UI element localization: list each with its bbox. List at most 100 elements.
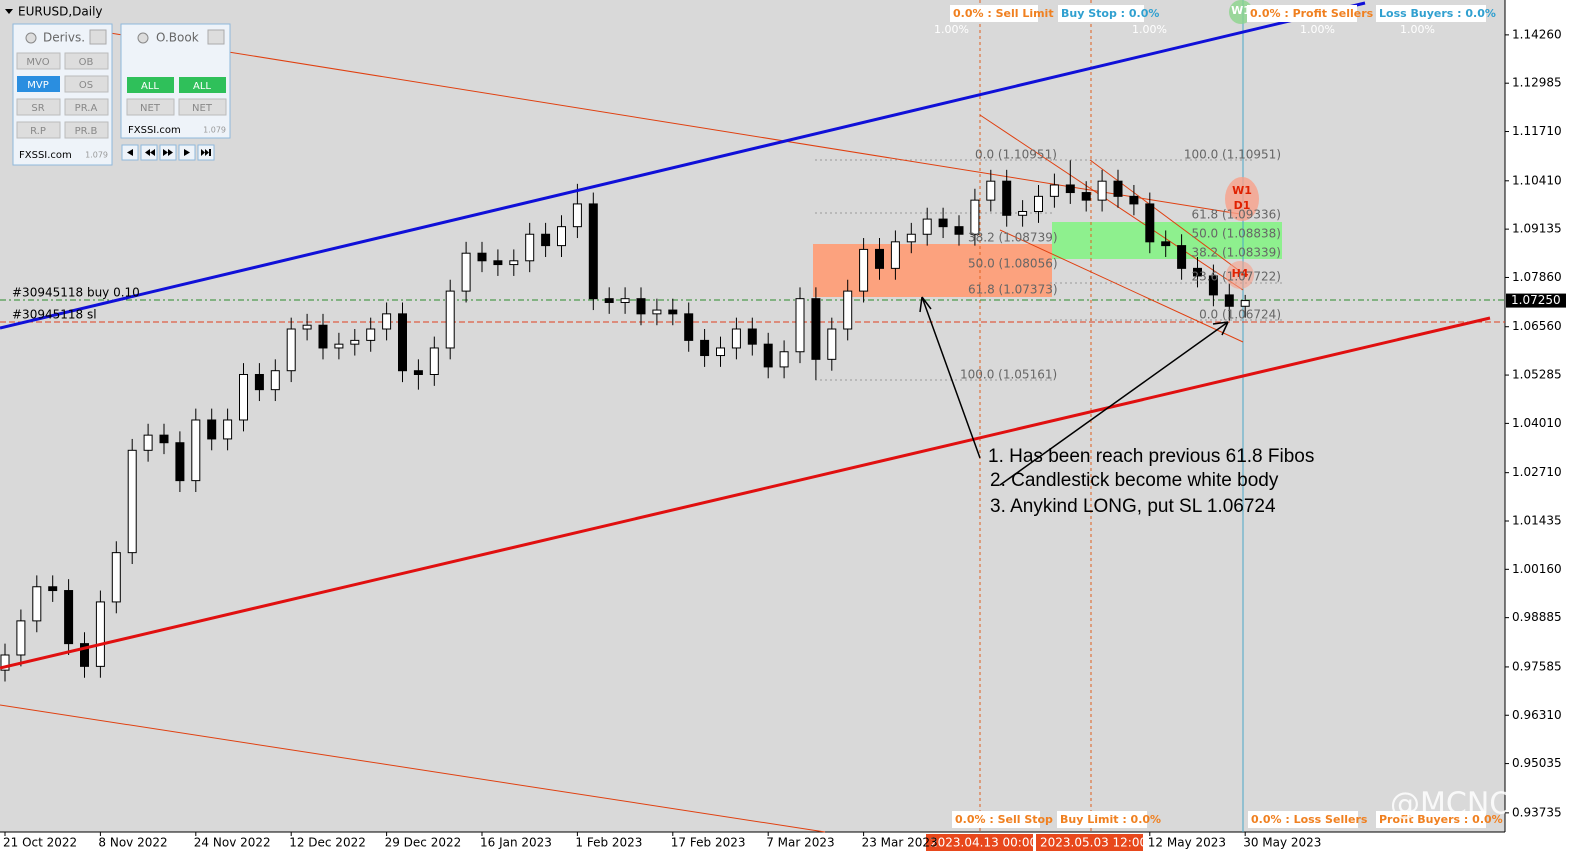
y-tick-label: 1.12985 [1512, 76, 1562, 90]
button-label: PR.B [75, 126, 98, 137]
candle-body [938, 218, 948, 228]
button[interactable] [64, 121, 109, 139]
candle-body [0, 654, 10, 671]
candle-body [572, 203, 582, 228]
note: 3. Anykind LONG, put SL 1.06724 [990, 496, 1276, 517]
candle-body [1193, 267, 1202, 277]
top-label: 1.00% [934, 23, 969, 36]
trend-line [0, 704, 826, 833]
candle-body [890, 241, 900, 269]
x-tick-label: 29 Dec 2022 [385, 836, 462, 850]
x-tick-label: 12 Dec 2022 [289, 836, 366, 850]
candle-body [1065, 184, 1075, 194]
version: 1.079 [203, 126, 226, 135]
button-label: NET [140, 103, 161, 114]
top-label: 1.00% [1300, 23, 1335, 36]
candle-body [477, 252, 487, 262]
radio[interactable] [25, 32, 37, 44]
candle-body [1145, 203, 1155, 243]
price-tag [1506, 293, 1566, 308]
y-tick-label: 1.06560 [1512, 319, 1562, 333]
candle-body [827, 328, 837, 360]
bottom-label: Buy Limit : 0.0% [1060, 813, 1161, 826]
badge [1226, 261, 1254, 289]
button[interactable] [178, 98, 227, 116]
radio[interactable] [137, 32, 149, 44]
button[interactable] [16, 121, 61, 139]
minimize[interactable] [89, 29, 107, 45]
candle-body [811, 298, 821, 360]
nav-icon [184, 149, 190, 156]
top-label: 0.0% : Profit Sellers [1250, 7, 1374, 20]
y-tick-label: 0.95035 [1512, 756, 1562, 770]
candle-body [111, 552, 121, 603]
candle-body [350, 339, 360, 345]
candle-body [143, 434, 153, 451]
brand: FXSSI.com [19, 150, 72, 161]
y-tick-label: 1.04010 [1512, 416, 1562, 430]
fibo-label: 100.0 (1.10951) [1184, 148, 1281, 162]
candle-body [604, 298, 614, 303]
fibo-label: 50.0 (1.08056) [968, 257, 1058, 271]
candle-body [1208, 275, 1218, 296]
candle-body [413, 370, 423, 375]
badge-label: D1 [1234, 199, 1251, 212]
candle-body [684, 313, 694, 341]
x-tick-label: 7 Mar 2023 [766, 836, 834, 850]
bottom-label: 0.0% : Sell Stop [955, 813, 1053, 826]
candle-body [700, 339, 710, 357]
fibo-label: 0.0 (1.06724) [1199, 308, 1281, 322]
price-tag-label: 1.07250 [1511, 293, 1561, 307]
candle-body [1018, 211, 1028, 216]
button[interactable] [179, 77, 226, 93]
chart-title: EURUSD,Daily [18, 5, 103, 19]
y-tick-label: 0.98885 [1512, 610, 1562, 624]
button[interactable] [126, 98, 175, 116]
fibo-label: 38.2 (1.08739) [968, 231, 1058, 245]
candle-body [32, 586, 42, 622]
button[interactable] [16, 52, 61, 70]
button-label: MVP [27, 80, 49, 91]
candle-body [1049, 184, 1059, 197]
version: 1.079 [85, 151, 108, 160]
candle-body [159, 434, 169, 444]
top-labels: 0.0% : Sell Limit 1.00% Buy Stop : 0.0% … [934, 5, 1496, 36]
button[interactable] [64, 98, 109, 116]
top-label: Buy Stop : 0.0% [1061, 7, 1159, 20]
nav-icon [145, 149, 155, 156]
candle-body [954, 226, 964, 235]
button-label: PR.A [75, 103, 98, 114]
x-tick-label: 12 May 2023 [1148, 836, 1226, 850]
candle-body [970, 199, 980, 235]
y-tick-label: 0.97585 [1512, 659, 1562, 673]
button[interactable] [17, 76, 60, 92]
obook-panel: O.Book ALL ALL NET NET FXSSI.com 1.079 [120, 23, 231, 161]
candle-body [731, 328, 741, 349]
candle-body [763, 343, 773, 368]
bottom-labels: 0.0% : Sell Stop Buy Limit : 0.0% 0.0% :… [952, 811, 1503, 828]
button[interactable] [127, 77, 174, 93]
candle-body [445, 290, 455, 349]
channel-line [979, 114, 1244, 291]
button[interactable] [64, 75, 109, 93]
button[interactable] [16, 98, 61, 116]
label-box [1057, 811, 1147, 828]
candle-body [398, 313, 407, 372]
candle-body [1113, 180, 1123, 197]
menu-icon[interactable] [5, 9, 13, 14]
candle-body [795, 298, 805, 353]
candles [0, 160, 1250, 682]
minimize[interactable] [207, 29, 225, 45]
order-label: #30945118 sl [12, 308, 97, 322]
label-box [950, 5, 1038, 22]
y-tick-label: 1.10410 [1512, 173, 1562, 187]
candle-body [95, 601, 105, 667]
button[interactable] [64, 52, 109, 70]
candle-body [509, 260, 519, 266]
candle-body [1034, 195, 1043, 213]
trend-line-blue [0, 1, 1366, 330]
bottom-label: Profit Buyers : 0.0% [1379, 813, 1503, 826]
candle-body [207, 419, 217, 440]
brand: FXSSI.com [128, 125, 181, 136]
